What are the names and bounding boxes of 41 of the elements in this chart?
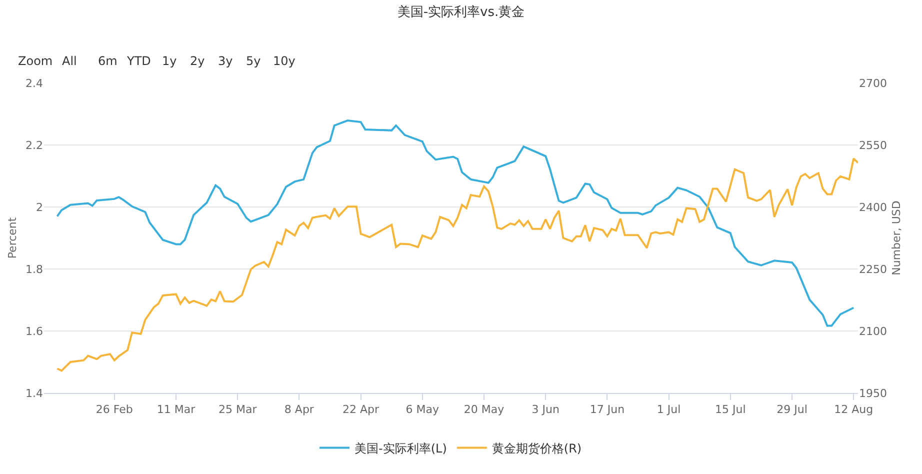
legend-label: 黄金期货价格(R) [492, 441, 582, 456]
text: All [62, 54, 77, 68]
x-tick-label: 29 Jul [776, 403, 808, 416]
x-tick-label: 15 Jul [715, 403, 746, 416]
y-tick-label: 1.4 [26, 386, 43, 400]
x-tick-label: 11 Mar [156, 403, 196, 416]
y-tick-label: 2.2 [26, 138, 43, 152]
text: 3y [218, 54, 233, 68]
text: 2y [190, 54, 205, 68]
text: Zoom [18, 54, 53, 68]
x-tick-label: 26 Feb [96, 403, 133, 416]
y2-tick-label: 1950 [859, 386, 887, 400]
y2-tick-label: 2550 [859, 138, 887, 152]
x-tick-label: 8 Apr [284, 403, 314, 416]
text: 10y [273, 54, 296, 68]
x-tick-label: 12 Aug [834, 403, 874, 416]
x-tick-label: 20 May [464, 403, 505, 416]
text: 6m [98, 54, 118, 68]
y-tick-label: 2 [36, 200, 43, 214]
y2-axis-title: Number, USD [890, 200, 904, 276]
chart-title: 美国-实际利率vs.黄金 [397, 4, 525, 20]
legend-label: 美国-实际利率(L) [354, 441, 447, 456]
y2-tick-label: 2400 [859, 200, 887, 214]
y-tick-label: 1.6 [26, 324, 43, 338]
y2-tick-label: 2100 [859, 324, 887, 338]
x-tick-label: 6 May [406, 403, 440, 416]
y-axis-title: Percent [6, 216, 20, 259]
y2-tick-label: 2250 [859, 262, 887, 276]
x-tick-label: 22 Apr [342, 403, 380, 416]
text: 1y [162, 54, 177, 68]
text: 5y [246, 54, 261, 68]
x-tick-label: 25 Mar [218, 403, 258, 416]
y-tick-label: 1.8 [26, 262, 43, 276]
y-tick-label: 2.4 [26, 76, 43, 90]
y2-tick-label: 2700 [859, 76, 887, 90]
line-series [56, 120, 855, 327]
text: YTD [126, 54, 151, 68]
x-tick-label: 17 Jun [590, 403, 625, 416]
x-tick-label: 1 Jul [656, 403, 681, 416]
line-series [56, 158, 858, 372]
x-tick-label: 3 Jun [532, 403, 560, 416]
